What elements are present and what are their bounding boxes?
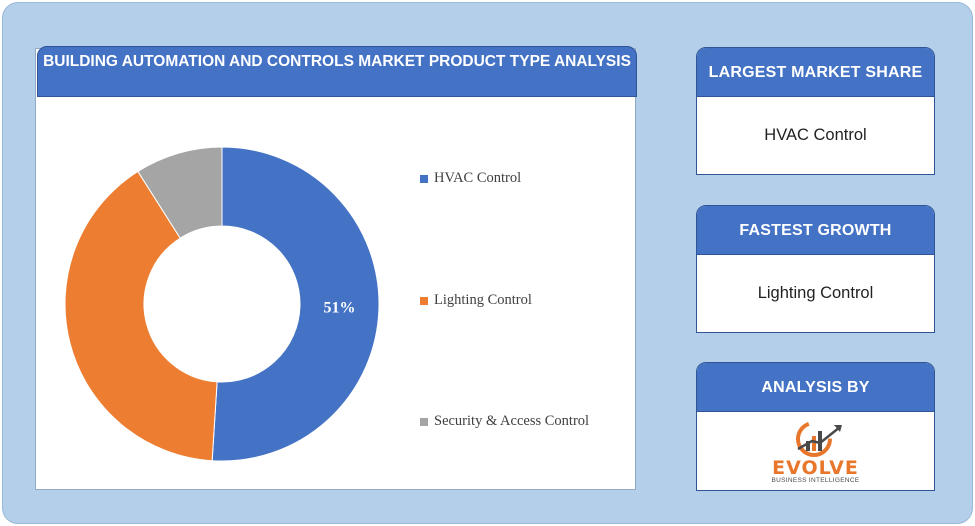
fastest-growth-value: Lighting Control <box>757 284 874 302</box>
legend-swatch <box>420 296 428 305</box>
legend-label: HVAC Control <box>434 170 522 186</box>
chart-title: BUILDING AUTOMATION AND CONTROLS MARKET … <box>37 46 637 97</box>
donut-chart: 51% <box>64 146 380 462</box>
largest-share-value: HVAC Control <box>764 126 867 144</box>
logo-subtext: BUSINESS INTELLIGENCE <box>771 476 860 484</box>
legend-item: HVAC Control <box>420 170 521 187</box>
fastest-growth-card: FASTEST GROWTH Lighting Control <box>696 205 935 333</box>
largest-share-heading: LARGEST MARKET SHARE <box>697 48 934 97</box>
donut-slice-lighting-control <box>64 170 218 462</box>
evolve-logo: EVOLVE BUSINESS INTELLIGENCE <box>697 412 934 490</box>
data-label: 51% <box>323 300 355 317</box>
legend-label: Lighting Control <box>434 292 532 308</box>
analysis-by-card: ANALYSIS BY EVOLVE BUSINESS INTELLIGENCE <box>696 362 935 491</box>
evolve-logo-icon <box>795 420 842 457</box>
logo-text: EVOLVE <box>772 456 859 479</box>
legend-item: Lighting Control <box>420 292 532 309</box>
fastest-growth-heading: FASTEST GROWTH <box>697 206 934 255</box>
donut-slice-hvac-control <box>211 146 380 462</box>
donut-slice-security-access-control <box>137 146 223 239</box>
analysis-by-heading: ANALYSIS BY <box>697 363 934 412</box>
legend-item: Security & Access Control <box>420 413 589 430</box>
largest-share-card: LARGEST MARKET SHARE HVAC Control <box>696 47 935 175</box>
legend-swatch <box>420 174 428 183</box>
legend-label: Security & Access Control <box>434 413 590 429</box>
legend-swatch <box>420 417 428 426</box>
